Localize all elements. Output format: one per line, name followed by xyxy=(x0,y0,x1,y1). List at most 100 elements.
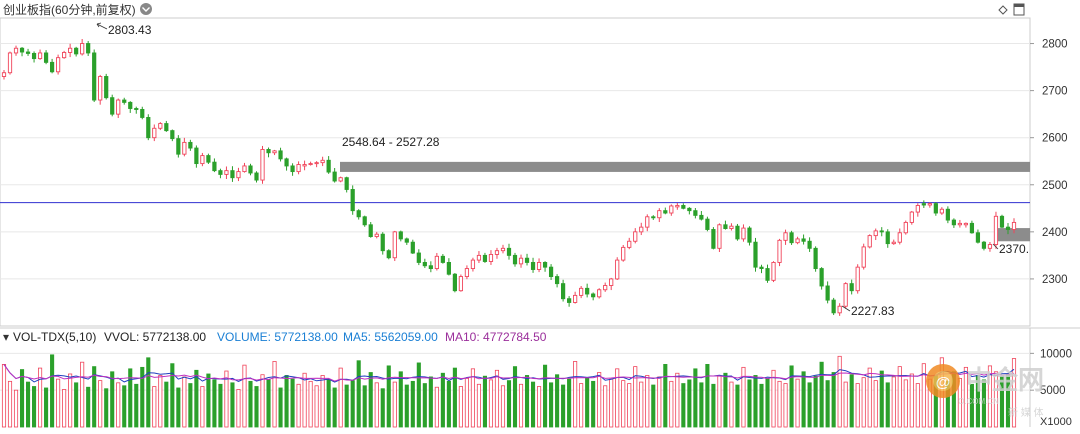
candle xyxy=(975,229,981,244)
candle-body xyxy=(548,266,554,278)
candle-body xyxy=(7,52,13,74)
volume-bar xyxy=(122,385,127,428)
candle-body xyxy=(987,244,993,249)
candle xyxy=(104,73,109,100)
volume-bar xyxy=(308,380,313,428)
candle xyxy=(561,279,566,302)
volume-bar xyxy=(44,387,49,428)
volume-bar xyxy=(771,369,776,428)
low-label: 2227.83 xyxy=(851,304,895,318)
volume-bar xyxy=(615,368,620,428)
gap-zone xyxy=(995,228,1030,242)
candle xyxy=(242,162,247,173)
volume-bar xyxy=(993,371,999,428)
candle xyxy=(164,120,169,132)
candle-body xyxy=(957,222,962,226)
volume-bar xyxy=(831,372,836,428)
vvol-value: VVOL: 5772138.00 xyxy=(104,330,206,344)
volume-bar xyxy=(380,388,385,428)
candle-body xyxy=(62,52,67,59)
candle xyxy=(110,94,115,117)
gap-zone xyxy=(340,161,1030,172)
candle xyxy=(542,261,548,272)
volume-bar xyxy=(555,374,560,428)
candle-body xyxy=(86,43,91,54)
candle-body xyxy=(657,210,662,219)
candle xyxy=(915,203,920,217)
volume-tick-label: 10000 xyxy=(1040,348,1072,360)
volume-bar xyxy=(579,383,584,428)
candle-body xyxy=(506,247,512,256)
volume-bar xyxy=(855,383,860,428)
volume-indicator-icon: ▾ xyxy=(3,330,9,344)
volume-bar xyxy=(729,381,734,428)
candle-body xyxy=(458,276,464,292)
candle-body xyxy=(37,52,43,60)
volume-bar xyxy=(80,361,85,428)
last-annotation: 2370. xyxy=(992,242,1029,256)
volume-bar xyxy=(176,387,181,428)
volume-axis: 5000 10000 X1000 xyxy=(1030,348,1072,428)
candle-body xyxy=(80,43,85,55)
candle-body xyxy=(19,47,25,53)
ma5-value: MA5: 5562059.00 xyxy=(343,330,438,344)
chevron-down-icon[interactable] xyxy=(140,3,152,15)
volume-bar xyxy=(236,389,241,428)
gap-label: 2548.64 - 2527.28 xyxy=(342,135,440,149)
candle-body xyxy=(218,170,223,175)
candle-body xyxy=(789,232,794,244)
price-tick-label: 2800 xyxy=(1042,39,1068,51)
volume-bar xyxy=(452,367,457,428)
volume-bar xyxy=(470,368,475,428)
volume-bar xyxy=(645,375,650,428)
candle xyxy=(218,168,223,179)
candle xyxy=(657,208,662,223)
candle-body xyxy=(482,254,488,262)
volume-bar xyxy=(687,379,692,428)
volume-bar xyxy=(266,379,271,428)
volume-bar xyxy=(807,382,812,428)
volume-bar xyxy=(92,366,97,428)
volume-value: VOLUME: 5772138.00 xyxy=(217,330,338,344)
candle xyxy=(777,238,782,267)
candle-body xyxy=(140,108,145,118)
candle xyxy=(386,249,391,260)
candle-body xyxy=(158,123,163,129)
candle-body xyxy=(933,203,938,214)
candle-body xyxy=(164,123,169,132)
candle xyxy=(1011,218,1017,234)
candle xyxy=(188,139,193,151)
diamond-icon[interactable] xyxy=(998,5,1008,15)
candle-body xyxy=(488,253,494,262)
candle-body xyxy=(747,227,752,243)
candle xyxy=(891,239,896,245)
volume-bar xyxy=(398,371,403,428)
volume-bar xyxy=(669,380,674,428)
volume-bar xyxy=(885,382,890,428)
candle xyxy=(849,279,854,295)
volume-bar xyxy=(867,367,872,428)
candle xyxy=(272,149,277,156)
volume-bar xyxy=(537,386,542,428)
candle-body xyxy=(308,163,313,166)
candle-body xyxy=(296,164,301,173)
candle-body xyxy=(663,210,668,214)
volume-bar xyxy=(717,375,722,428)
candle-body xyxy=(675,205,680,208)
candle-body xyxy=(645,216,650,228)
candle-body xyxy=(795,238,800,244)
candle xyxy=(945,206,950,224)
candle xyxy=(585,283,590,298)
window-icon[interactable] xyxy=(1013,3,1025,16)
volume-bar xyxy=(182,376,187,428)
volume-bar xyxy=(627,383,632,428)
candle xyxy=(957,219,962,228)
volume-bar xyxy=(663,364,668,428)
volume-bar xyxy=(506,380,512,428)
candle-body xyxy=(573,294,578,303)
volume-bar xyxy=(422,383,427,428)
volume-bar xyxy=(795,378,800,428)
candle-body xyxy=(885,231,890,245)
candle xyxy=(705,216,710,232)
